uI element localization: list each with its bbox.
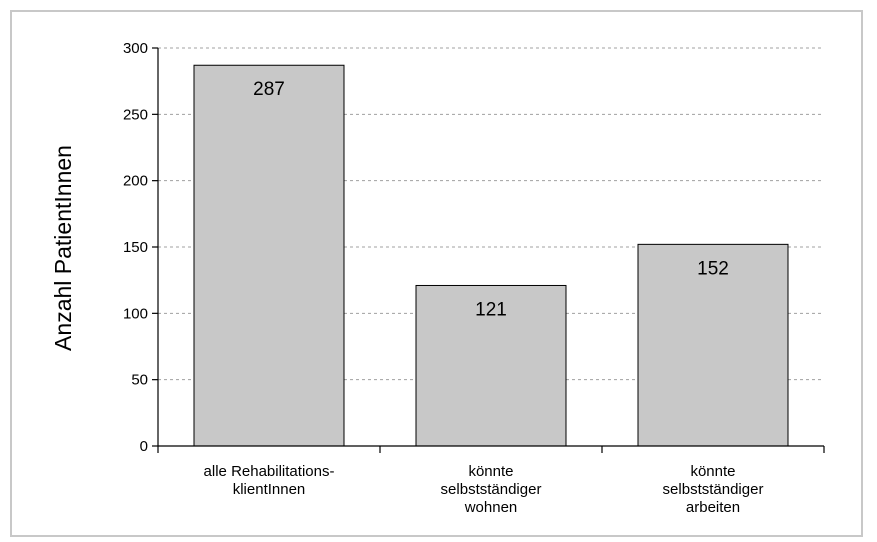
bar: [193, 64, 345, 447]
y-axis: 0 50 100 150 200 250 300: [123, 40, 159, 455]
x-tick-label-line: selbstständiger: [663, 481, 764, 498]
y-tick-label: 250: [123, 106, 148, 123]
x-tick-label-line: klientInnen: [233, 481, 306, 498]
x-tick-label: könnte selbstständiger arbeiten: [663, 463, 764, 516]
x-tick-label: könnte selbstständiger wohnen: [441, 463, 542, 516]
bars: [193, 64, 789, 447]
y-tick-label: 100: [123, 305, 148, 322]
y-tick-label: 150: [123, 239, 148, 256]
y-tick-label: 200: [123, 173, 148, 190]
bar: [415, 284, 567, 447]
x-tick-label-line: selbstständiger: [441, 481, 542, 498]
data-labels: 287 121 152: [253, 79, 729, 320]
x-tick-label-line: wohnen: [464, 499, 518, 516]
y-tick-label: 300: [123, 40, 148, 57]
y-tick-label: 50: [131, 372, 148, 389]
x-tick-label-line: könnte: [468, 463, 513, 480]
x-tick-label-line: arbeiten: [686, 499, 740, 516]
x-tick-label-line: alle Rehabilitations-: [204, 463, 335, 480]
data-label: 121: [475, 299, 507, 320]
data-label: 287: [253, 79, 285, 100]
x-tick-label: alle Rehabilitations-klientInnen: [204, 463, 335, 498]
bar: [637, 243, 789, 447]
x-tick-label-line: könnte: [690, 463, 735, 480]
y-tick-label: 0: [140, 438, 148, 455]
data-label: 152: [697, 258, 729, 279]
y-axis-label: Anzahl PatientInnen: [50, 145, 76, 351]
